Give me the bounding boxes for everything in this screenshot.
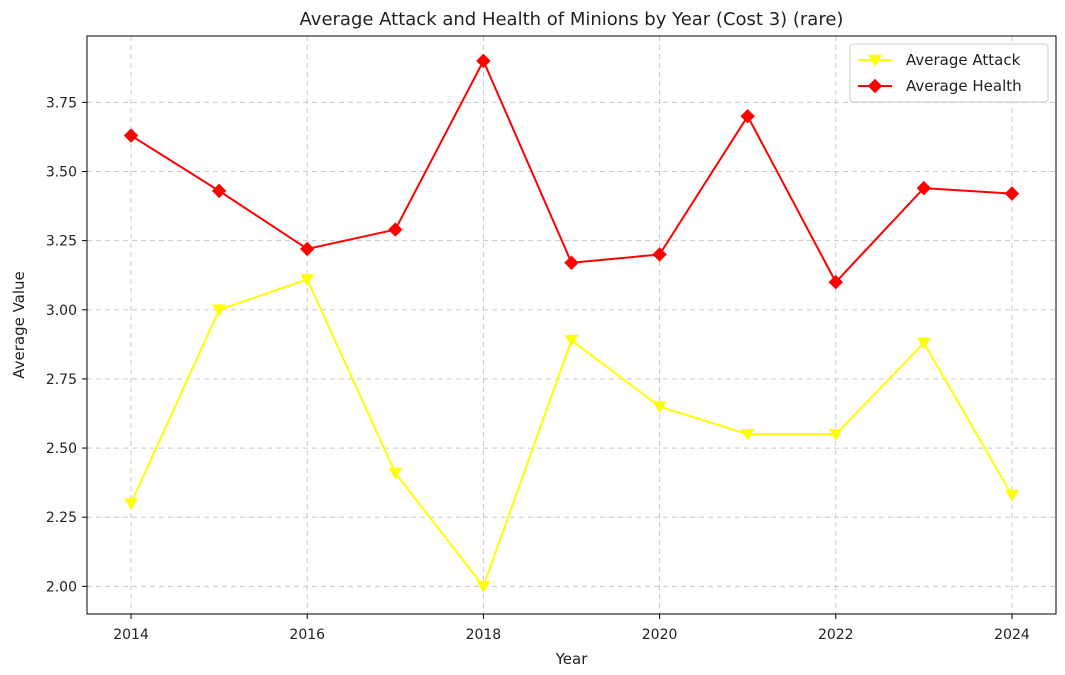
data-point [124, 498, 138, 511]
y-tick-label: 3.50 [46, 165, 77, 181]
data-point [917, 337, 931, 350]
data-point [300, 274, 315, 287]
data-point [476, 53, 491, 69]
data-point [828, 428, 843, 441]
y-tick-label: 2.25 [46, 510, 77, 526]
x-tick-label: 2014 [113, 627, 149, 643]
average-health-series [123, 53, 1020, 290]
x-axis-label: Year [555, 650, 589, 668]
series-layer [123, 53, 1020, 594]
data-point [1005, 489, 1019, 502]
data-point [476, 581, 491, 594]
y-axis-label: Average Value [10, 271, 28, 379]
x-tick-label: 2024 [994, 627, 1030, 643]
y-tick-label: 2.50 [46, 441, 77, 457]
data-point [300, 241, 315, 257]
data-point [652, 401, 667, 414]
x-tick-label: 2016 [289, 627, 325, 643]
legend: Average Attack Average Health [849, 43, 1049, 103]
x-tick-label: 2022 [818, 627, 854, 643]
data-point [388, 467, 403, 480]
data-point [652, 247, 667, 262]
chart-title: Average Attack and Health of Minions by … [300, 9, 844, 30]
data-point [212, 304, 226, 317]
y-tick-label: 3.00 [46, 303, 77, 319]
x-tick-label: 2020 [642, 627, 678, 643]
data-point [740, 428, 755, 441]
grid-lines [87, 36, 1056, 614]
data-point [916, 180, 932, 196]
data-point [123, 128, 139, 143]
data-point [828, 274, 843, 290]
y-tick-label: 3.75 [46, 95, 77, 111]
legend-label: Average Attack [906, 51, 1021, 69]
plot-frame [86, 35, 1057, 615]
data-point [564, 255, 579, 270]
legend-item: Average Health [858, 77, 1022, 95]
legend-marker [867, 78, 883, 94]
legend-label: Average Health [906, 77, 1022, 95]
y-tick-label: 2.75 [46, 372, 77, 388]
legend-marker [868, 54, 882, 67]
data-point [740, 108, 755, 124]
y-tick-label: 2.00 [46, 579, 77, 595]
legend-box [849, 43, 1049, 103]
average-attack-series [124, 274, 1019, 594]
y-tick-label: 3.25 [46, 234, 77, 250]
legend-item: Average Attack [858, 51, 1021, 69]
data-point [211, 183, 227, 199]
data-point [1004, 186, 1020, 201]
x-tick-label: 2018 [466, 627, 502, 643]
data-point [564, 334, 579, 347]
data-point [388, 222, 403, 237]
axis-ticks: 2014 2016 2018 2020 2022 2024 2.00 2.25 2.50 2.75… [46, 95, 1030, 643]
